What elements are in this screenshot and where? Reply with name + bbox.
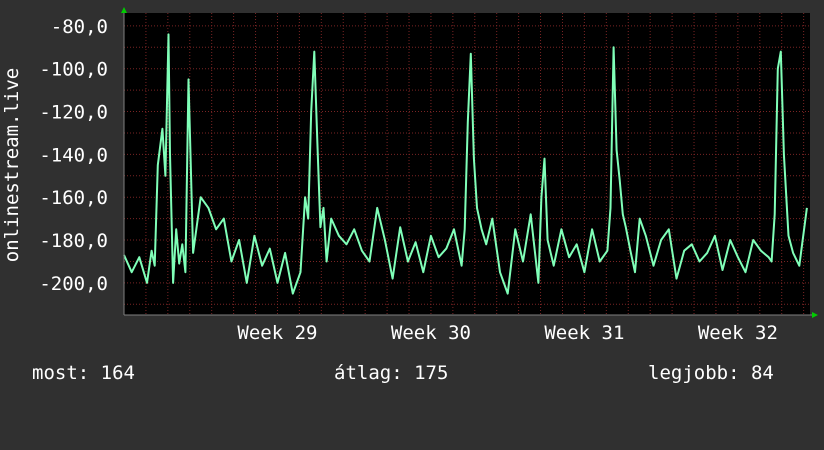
y-tick-label: -200,0 — [39, 273, 108, 295]
y-axis-label: onlinestream.live — [1, 68, 23, 262]
x-tick-label: Week 32 — [698, 322, 778, 344]
x-tick-label: Week 30 — [391, 322, 471, 344]
current-value: most: 164 — [32, 362, 135, 384]
x-axis-tick-labels: Week 29 Week 30 Week 31 Week 32 — [237, 322, 777, 344]
average-value: átlag: 175 — [334, 362, 449, 384]
chart: -80,0 -100,0 -120,0 -140,0 -160,0 -180,0 -200,… — [1, 7, 818, 344]
x-axis-arrow-icon — [812, 312, 818, 318]
x-tick-label: Week 31 — [544, 322, 624, 344]
y-tick-label: -120,0 — [39, 102, 108, 124]
x-tick-label: Week 29 — [237, 322, 317, 344]
y-tick-label: -180,0 — [39, 230, 108, 252]
stats-footer: most: 164 átlag: 175 legjobb: 84 — [0, 362, 824, 390]
y-tick-label: -140,0 — [39, 144, 108, 166]
y-axis-arrow-icon — [121, 7, 127, 13]
series-line — [123, 33, 808, 295]
y-tick-label: -80,0 — [51, 16, 108, 38]
y-tick-label: -100,0 — [39, 59, 108, 81]
y-tick-label: -160,0 — [39, 187, 108, 209]
best-value: legjobb: 84 — [648, 362, 774, 384]
y-axis-tick-labels: -80,0 -100,0 -120,0 -140,0 -160,0 -180,0 -200,… — [39, 16, 108, 295]
